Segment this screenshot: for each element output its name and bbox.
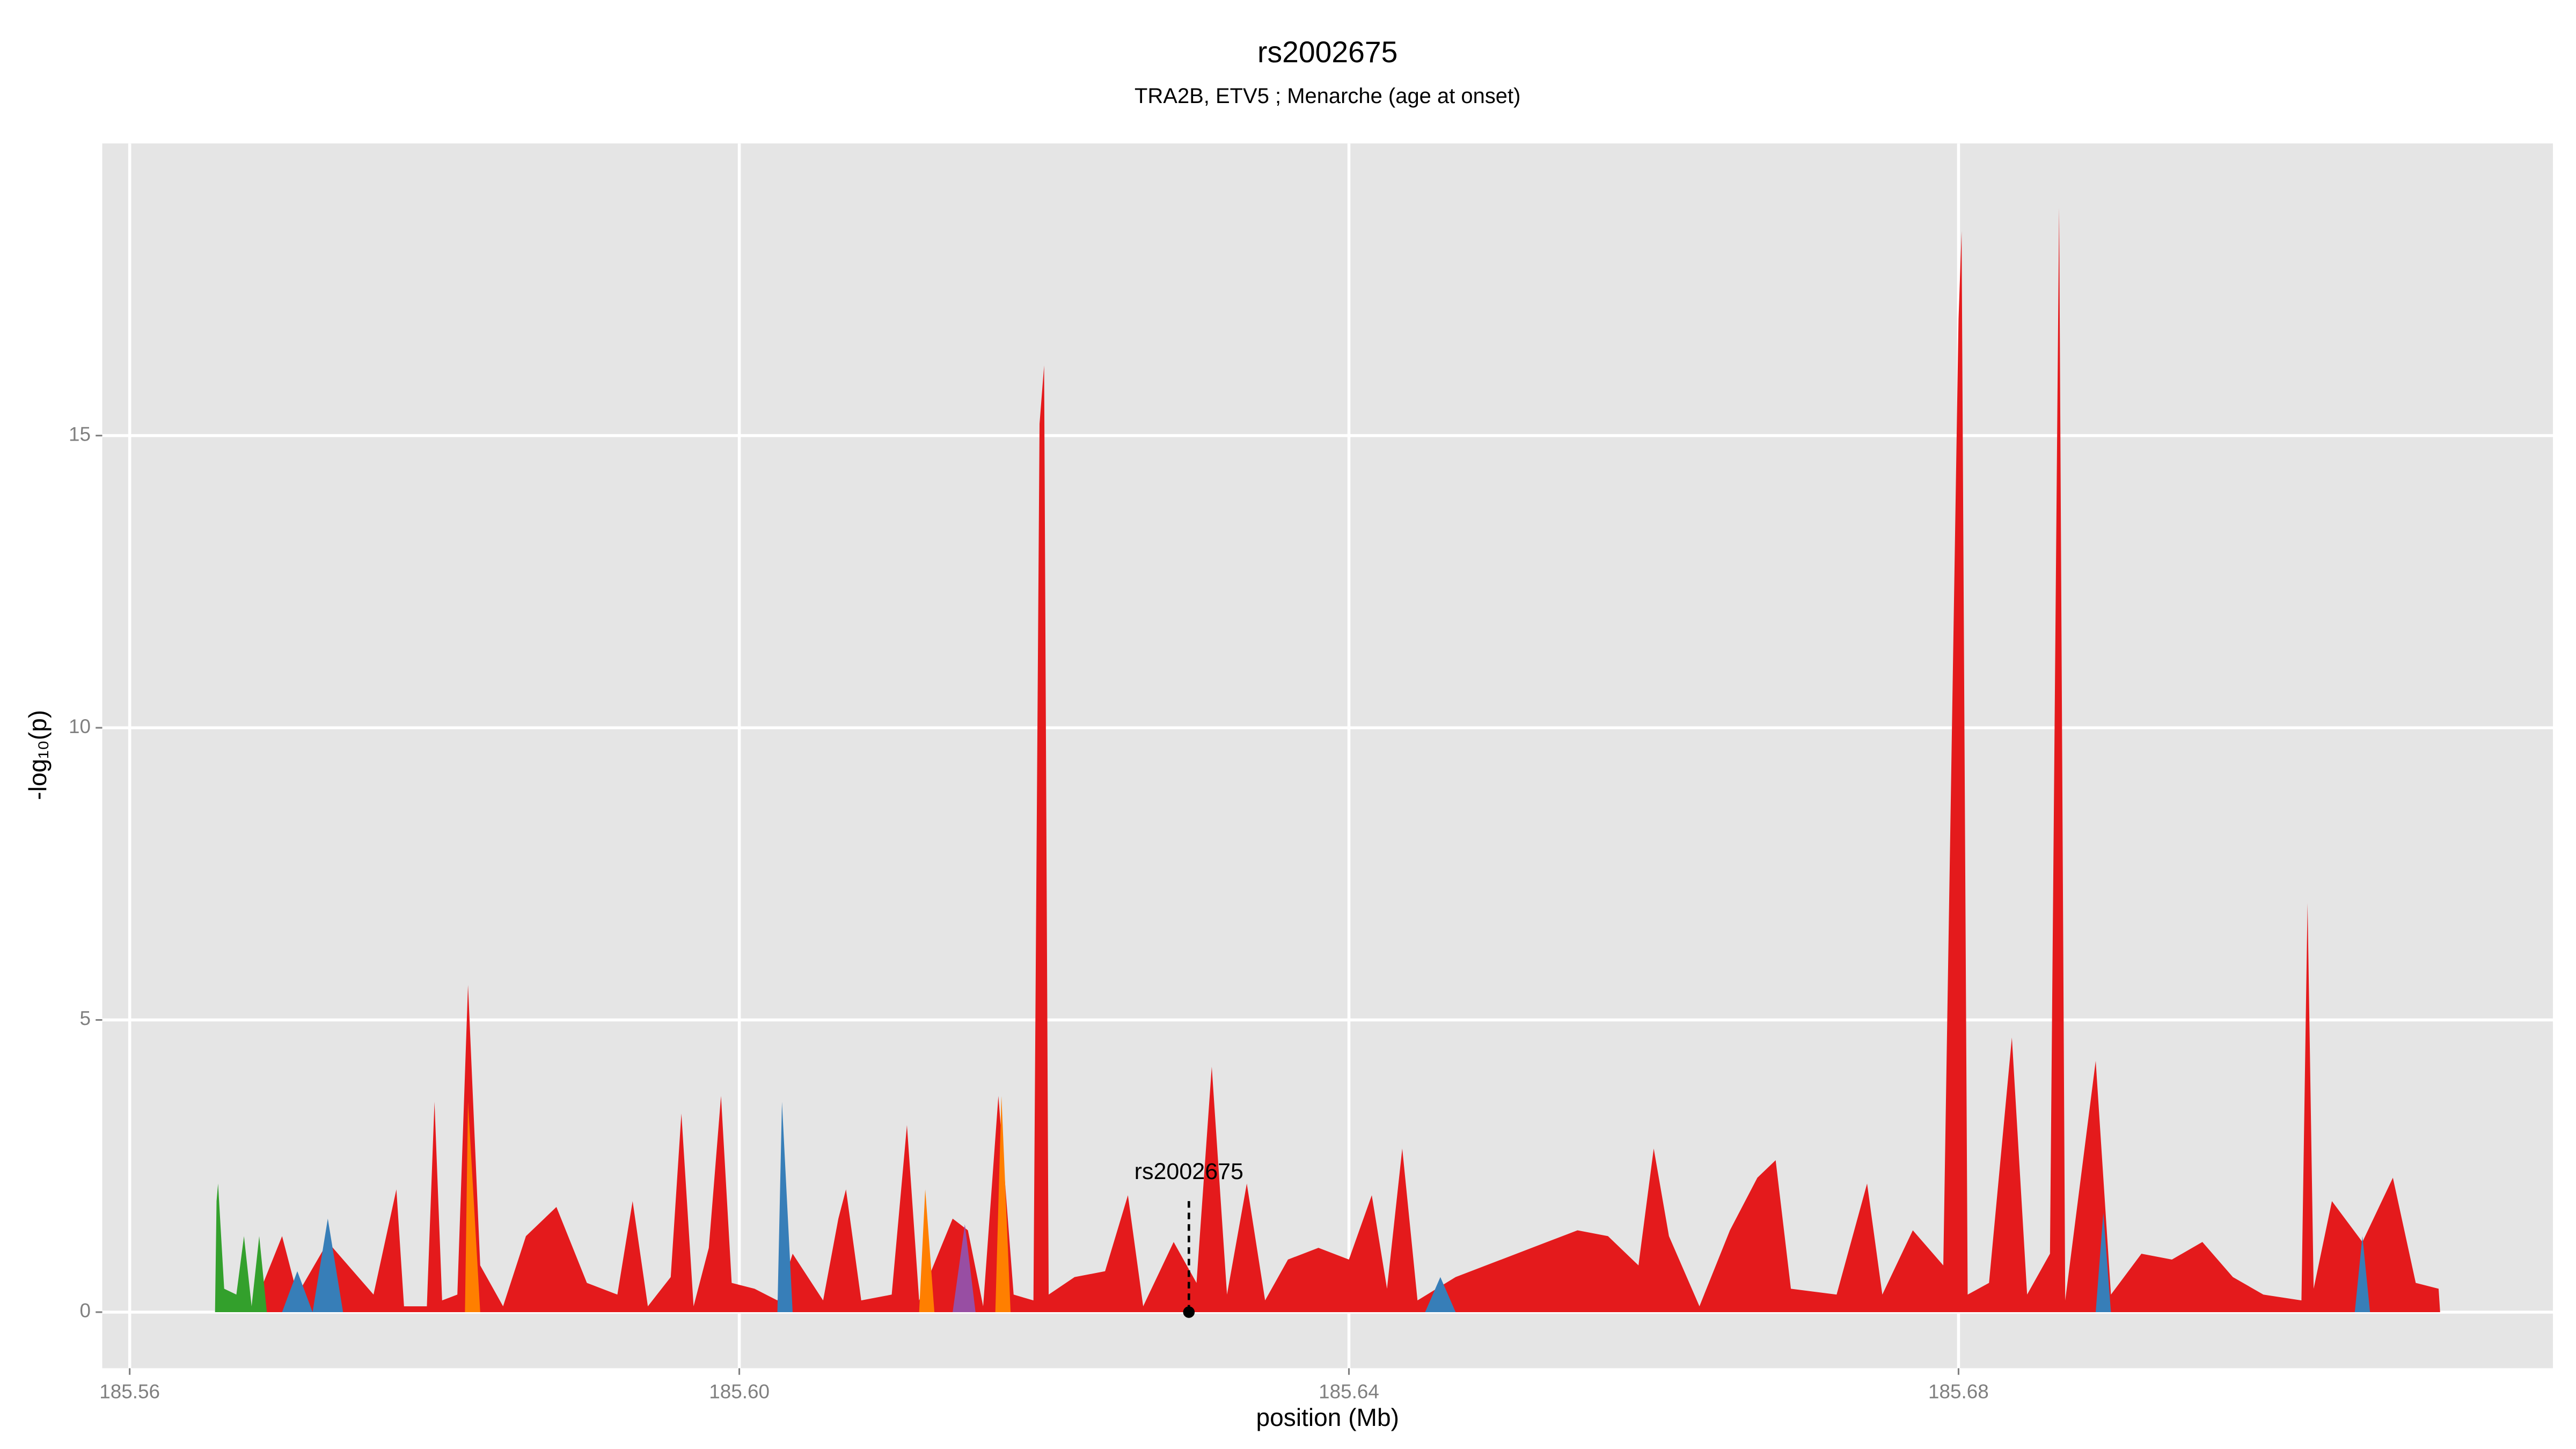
x-tick-label: 185.56 <box>99 1380 160 1402</box>
y-axis-label: -log₁₀(p) <box>24 710 52 800</box>
y-tick-label: 5 <box>80 1007 91 1029</box>
x-axis-label: position (Mb) <box>1256 1403 1399 1431</box>
chart-subtitle: TRA2B, ETV5 ; Menarche (age at onset) <box>1135 84 1520 108</box>
areas <box>215 208 2440 1312</box>
area <box>215 1183 267 1312</box>
y-tick-label: 10 <box>69 715 91 737</box>
x-tick-label: 185.68 <box>1928 1380 1989 1402</box>
annotation-point <box>1183 1306 1195 1318</box>
plot-panel <box>102 143 2553 1368</box>
chart-title: rs2002675 <box>1257 35 1397 69</box>
axes: 185.56 185.60 185.64 185.68 0 5 10 15 rs2002675 <box>69 423 1989 1402</box>
y-tick-label: 15 <box>69 423 91 445</box>
y-tick-label: 0 <box>80 1300 91 1322</box>
area <box>953 1224 976 1312</box>
x-tick-label: 185.60 <box>709 1380 770 1402</box>
x-tick-label: 185.64 <box>1319 1380 1379 1402</box>
annotation-label: rs2002675 <box>1135 1159 1243 1184</box>
